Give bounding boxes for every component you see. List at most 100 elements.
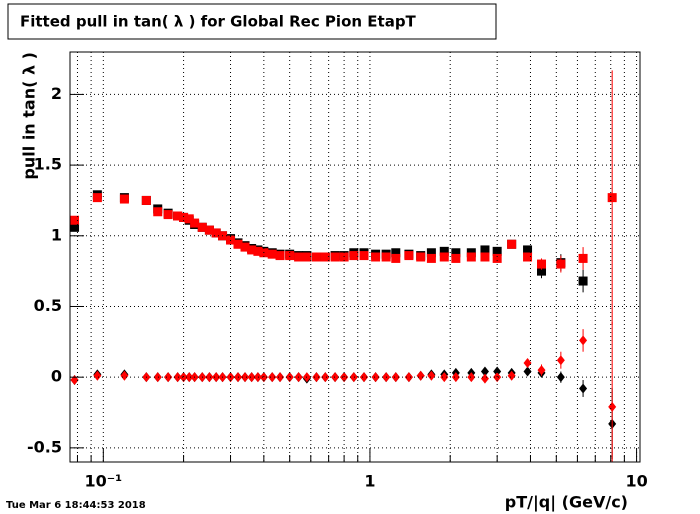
marker-square — [211, 228, 221, 238]
y-tick-label: -0.5 — [27, 437, 62, 456]
marker-square — [179, 212, 189, 222]
marker-diamond — [404, 372, 413, 383]
y-tick-label: 1.5 — [34, 155, 62, 174]
marker-square — [480, 245, 490, 255]
marker-square — [492, 253, 502, 263]
marker-diamond — [259, 372, 268, 383]
marker-square — [523, 252, 533, 262]
y-tick-label: 2 — [51, 84, 62, 103]
marker-square — [404, 251, 414, 261]
marker-square — [466, 252, 476, 262]
marker-square — [240, 242, 250, 252]
y-tick-label: 0.5 — [34, 296, 62, 315]
marker-diamond — [285, 372, 294, 383]
marker-square — [92, 193, 102, 203]
marker-diamond — [179, 372, 188, 383]
marker-square — [330, 252, 340, 262]
marker-square — [492, 246, 502, 256]
marker-square — [119, 194, 129, 204]
marker-diamond — [340, 372, 349, 383]
marker-diamond — [480, 373, 489, 384]
marker-square — [253, 246, 263, 256]
marker-square — [556, 259, 566, 269]
marker-square — [391, 248, 401, 258]
marker-square — [302, 252, 312, 262]
marker-diamond — [331, 372, 340, 383]
marker-diamond — [241, 372, 250, 383]
marker-square — [439, 246, 449, 256]
marker-diamond — [205, 372, 214, 383]
marker-square — [233, 239, 243, 249]
marker-diamond — [416, 370, 425, 381]
marker-diamond — [349, 372, 358, 383]
x-tick-label: 10 — [625, 472, 647, 491]
marker-diamond — [164, 372, 173, 383]
title-box — [7, 3, 497, 40]
marker-square — [70, 222, 80, 232]
marker-square — [311, 252, 321, 262]
marker-square — [141, 195, 151, 205]
marker-square — [607, 193, 617, 203]
plot-frame — [69, 51, 641, 463]
marker-diamond — [360, 372, 369, 383]
y-tick-label: 1 — [51, 225, 62, 244]
marker-square — [537, 266, 547, 276]
marker-diamond — [173, 372, 182, 383]
marker-square — [451, 248, 461, 258]
marker-diamond — [480, 366, 489, 377]
marker-square — [204, 225, 214, 235]
x-tick-label: 1 — [364, 472, 375, 491]
marker-diamond — [427, 370, 436, 381]
marker-square — [507, 239, 517, 249]
marker-diamond — [440, 372, 449, 383]
marker-square — [578, 276, 588, 286]
marker-diamond — [321, 372, 330, 383]
marker-square — [426, 253, 436, 263]
marker-square — [267, 249, 277, 259]
marker-square — [184, 214, 194, 224]
marker-square — [197, 222, 207, 232]
marker-diamond — [556, 355, 565, 366]
marker-square — [416, 252, 426, 262]
marker-diamond — [537, 365, 546, 376]
marker-diamond — [391, 372, 400, 383]
marker-square — [381, 252, 391, 262]
marker-diamond — [493, 372, 502, 383]
marker-square — [391, 253, 401, 263]
marker-diamond — [507, 370, 516, 381]
marker-square — [451, 253, 461, 263]
marker-square — [537, 259, 547, 269]
marker-square — [190, 218, 200, 228]
marker-diamond — [93, 370, 102, 381]
marker-diamond — [153, 372, 162, 383]
marker-square — [285, 251, 295, 261]
marker-diamond — [371, 372, 380, 383]
marker-diamond — [523, 366, 532, 377]
marker-diamond — [556, 372, 565, 383]
marker-diamond — [247, 372, 256, 383]
marker-square — [153, 207, 163, 217]
marker-square — [480, 252, 490, 262]
marker-square — [359, 251, 369, 261]
marker-square — [163, 210, 173, 220]
marker-diamond — [579, 335, 588, 346]
x-tick-label: 10⁻¹ — [84, 472, 122, 491]
marker-diamond — [268, 372, 277, 383]
y-tick-label: 0 — [51, 367, 62, 386]
marker-diamond — [523, 358, 532, 369]
marker-diamond — [608, 401, 617, 412]
marker-square — [439, 252, 449, 262]
marker-diamond — [312, 372, 321, 383]
plot-area — [70, 70, 617, 462]
marker-diamond — [276, 372, 285, 383]
chart-title: Fitted pull in tan( λ ) for Global Rec P… — [20, 13, 417, 31]
marker-diamond — [212, 372, 221, 383]
marker-square — [275, 251, 285, 261]
x-axis-label: pT/|q| (GeV/c) — [505, 493, 628, 513]
timestamp: Tue Mar 6 18:44:53 2018 — [6, 500, 146, 511]
marker-diamond — [451, 372, 460, 383]
marker-diamond — [120, 370, 129, 381]
marker-square — [173, 211, 183, 221]
marker-diamond — [493, 366, 502, 377]
